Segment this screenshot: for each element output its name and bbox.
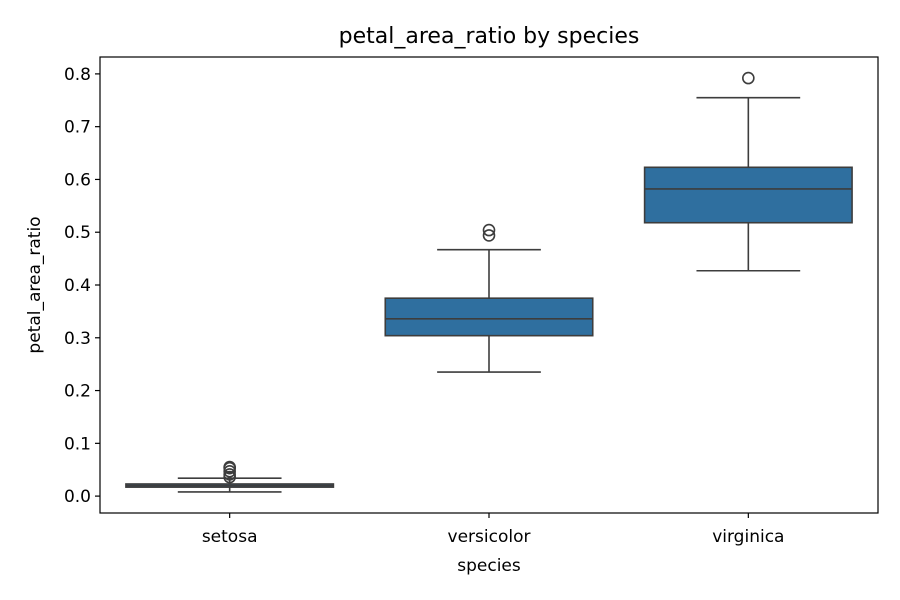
outlier-point (223, 465, 236, 478)
outlier-point (742, 71, 755, 85)
y-tick-label: 0.8 (64, 65, 91, 85)
y-tick-label: 0.2 (64, 382, 91, 402)
box-group-versicolor (384, 223, 594, 373)
outlier-point (482, 223, 496, 237)
y-tick-label: 0.1 (64, 434, 91, 454)
x-axis-ticks: setosa versicolor virginica (202, 513, 784, 547)
outlier-point (482, 229, 496, 242)
y-tick-label: 0.7 (64, 118, 91, 138)
outlier-point (223, 460, 236, 474)
outlier-point (223, 468, 236, 481)
y-axis-label: petal_area_ratio (25, 216, 45, 353)
x-axis-label: species (457, 556, 521, 576)
y-tick-label: 0.0 (64, 487, 91, 507)
iqr-box (643, 166, 853, 224)
y-tick-label: 0.4 (64, 276, 91, 296)
box-group-setosa (125, 460, 335, 493)
plot-area (125, 71, 853, 493)
y-tick-label: 0.5 (64, 223, 91, 243)
y-tick-label: 0.6 (64, 170, 91, 190)
x-tick-label: versicolor (448, 527, 531, 547)
y-axis-ticks: 0.0 0.1 0.2 0.3 0.4 0.5 0.6 0.7 0.8 (64, 65, 100, 507)
iqr-box (384, 297, 594, 337)
box-group-virginica (643, 71, 853, 272)
chart-title: petal_area_ratio by species (339, 24, 640, 49)
x-tick-label: setosa (202, 527, 258, 547)
x-tick-label: virginica (712, 527, 784, 547)
y-tick-label: 0.3 (64, 329, 91, 349)
